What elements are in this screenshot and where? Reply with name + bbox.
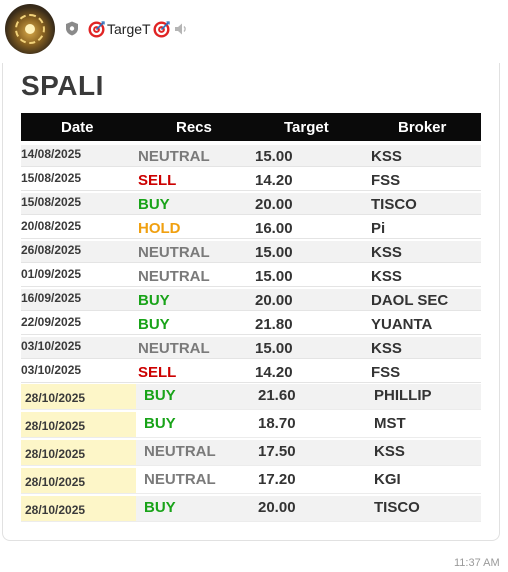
table-row: 22/09/2025 BUY 21.80 YUANTA [21, 313, 481, 335]
row-broker: MST [374, 415, 406, 432]
row-broker: KSS [374, 443, 405, 460]
row-broker: KSS [371, 340, 402, 357]
table-row: 15/08/2025 SELL 14.20 FSS [21, 169, 481, 191]
row-date: 15/08/2025 [21, 195, 82, 209]
row-broker: FSS [371, 364, 401, 381]
row-date: 22/09/2025 [21, 315, 82, 329]
row-rec: BUY [138, 292, 170, 309]
row-date: 28/10/2025 [25, 391, 86, 405]
table-row-new: 28/10/2025 NEUTRAL 17.50 KSS [21, 440, 481, 466]
row-rec: NEUTRAL [138, 340, 210, 357]
table-row: 14/08/2025 NEUTRAL 15.00 KSS [21, 145, 481, 167]
message-timestamp: 11:37 AM [454, 557, 500, 569]
row-rec: BUY [144, 499, 176, 516]
row-date: 01/09/2025 [21, 267, 82, 281]
channel-name: TargeT [107, 21, 151, 37]
row-target: 17.20 [258, 471, 296, 488]
row-date: 28/10/2025 [25, 447, 86, 461]
row-rec: NEUTRAL [138, 148, 210, 165]
row-target: 14.20 [255, 364, 293, 381]
row-target: 21.60 [258, 387, 296, 404]
row-date: 14/08/2025 [21, 147, 82, 161]
row-broker: FSS [371, 172, 401, 189]
header-date: Date [61, 119, 94, 136]
table-row-new: 28/10/2025 NEUTRAL 17.20 KGI [21, 468, 481, 494]
date-highlight [21, 496, 136, 521]
row-target: 14.20 [255, 172, 293, 189]
header-recs: Recs [176, 119, 212, 136]
row-target: 18.70 [258, 415, 296, 432]
target-icon [88, 20, 105, 37]
table-row-new: 28/10/2025 BUY 21.60 PHILLIP [21, 384, 481, 410]
row-date: 28/10/2025 [25, 475, 86, 489]
row-target: 20.00 [255, 196, 293, 213]
row-date: 03/10/2025 [21, 339, 82, 353]
row-target: 15.00 [255, 340, 293, 357]
row-rec: NEUTRAL [144, 471, 216, 488]
table-header: Date Recs Target Broker [21, 113, 481, 141]
row-date: 15/08/2025 [21, 171, 82, 185]
row-broker: KSS [371, 244, 402, 261]
row-broker: YUANTA [371, 316, 433, 333]
date-highlight [21, 384, 136, 409]
row-broker: PHILLIP [374, 387, 432, 404]
table-row: 20/08/2025 HOLD 16.00 Pi [21, 217, 481, 239]
date-highlight [21, 440, 136, 465]
row-rec: HOLD [138, 220, 181, 237]
row-target: 17.50 [258, 443, 296, 460]
avatar[interactable] [5, 4, 55, 54]
channel-title[interactable]: TargeT [88, 19, 170, 39]
date-highlight [21, 412, 136, 437]
mute-icon[interactable] [174, 22, 188, 36]
avatar-center [25, 24, 35, 34]
row-target: 15.00 [255, 148, 293, 165]
row-rec: SELL [138, 172, 177, 189]
date-highlight [21, 468, 136, 493]
table-row: 03/10/2025 SELL 14.20 FSS [21, 361, 481, 383]
channel-header: TargeT [0, 0, 508, 60]
row-target: 21.80 [255, 316, 293, 333]
stock-title: SPALI [21, 70, 104, 101]
target-icon [153, 20, 170, 37]
header-broker: Broker [398, 119, 447, 136]
table-row: 26/08/2025 NEUTRAL 15.00 KSS [21, 241, 481, 263]
row-broker: DAOL SEC [371, 292, 449, 309]
row-rec: NEUTRAL [144, 443, 216, 460]
row-target: 20.00 [258, 499, 296, 516]
row-date: 16/09/2025 [21, 291, 82, 305]
header-target: Target [284, 119, 329, 136]
table-row: 15/08/2025 BUY 20.00 TISCO [21, 193, 481, 215]
row-rec: NEUTRAL [138, 268, 210, 285]
row-rec: BUY [138, 316, 170, 333]
row-date: 28/10/2025 [25, 419, 86, 433]
row-broker: TISCO [371, 196, 417, 213]
row-broker: Pi [371, 220, 386, 237]
shield-icon [66, 21, 78, 36]
row-rec: SELL [138, 364, 177, 381]
row-date: 28/10/2025 [25, 503, 86, 517]
row-target: 15.00 [255, 244, 293, 261]
row-date: 26/08/2025 [21, 243, 82, 257]
row-rec: BUY [144, 387, 176, 404]
row-broker: KGI [374, 471, 401, 488]
row-rec: BUY [144, 415, 176, 432]
table-row: 16/09/2025 BUY 20.00 DAOL SEC [21, 289, 481, 311]
row-date: 03/10/2025 [21, 363, 82, 377]
row-broker: TISCO [374, 499, 420, 516]
row-broker: KSS [371, 148, 402, 165]
row-date: 20/08/2025 [21, 219, 82, 233]
row-target: 20.00 [255, 292, 293, 309]
row-rec: NEUTRAL [138, 244, 210, 261]
row-broker: KSS [371, 268, 402, 285]
table-row: 03/10/2025 NEUTRAL 15.00 KSS [21, 337, 481, 359]
table-row-new: 28/10/2025 BUY 18.70 MST [21, 412, 481, 438]
row-rec: BUY [138, 196, 170, 213]
row-target: 16.00 [255, 220, 293, 237]
avatar-ring [15, 14, 45, 44]
table-row-new: 28/10/2025 BUY 20.00 TISCO [21, 496, 481, 522]
table-row: 01/09/2025 NEUTRAL 15.00 KSS [21, 265, 481, 287]
row-target: 15.00 [255, 268, 293, 285]
